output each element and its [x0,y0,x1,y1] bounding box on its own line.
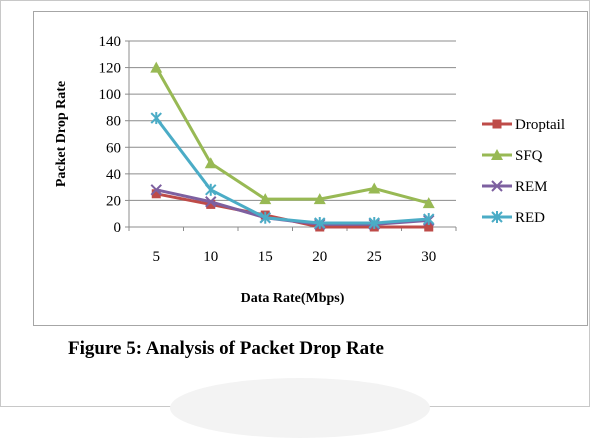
series-lines [150,61,435,232]
legend-marker [491,149,503,160]
x-axis-label: Data Rate(Mbps) [241,291,345,306]
data-point-sfq-20 [313,193,326,205]
y-tick-label-60: 60 [106,140,121,156]
data-point-droptail-30 [424,222,434,232]
line-chart: 0 20 40 60 80 100 120 140 5 10 15 20 25 30 Droptail SF… [54,34,565,306]
data-point-red-15 [259,211,271,224]
y-tick-label-120: 120 [99,61,122,77]
legend-label: Droptail [515,117,565,133]
x-tick-label-5: 5 [153,249,161,265]
data-point-red-25 [368,217,380,230]
legend-marker [491,211,503,223]
watermark-shape [170,378,430,438]
legend-item-red: RED [482,210,545,226]
y-tick-label-140: 140 [99,34,122,50]
series-line-red [155,117,429,225]
data-point-sfq-25 [368,182,381,194]
data-point-droptail-10 [206,199,216,209]
x-tick-label-10: 10 [203,249,218,265]
y-tick-label-40: 40 [106,167,121,183]
data-point-sfq-15 [259,193,272,205]
y-tick-label-20: 20 [106,193,121,209]
y-axis-label: Packet Drop Rate [54,81,69,187]
x-tick-label-15: 15 [258,249,273,265]
y-tick-label-100: 100 [99,87,122,103]
data-point-sfq-5 [150,61,163,73]
data-point-sfq-30 [422,197,435,209]
axes [125,40,457,231]
legend-label: RED [515,210,545,226]
legend-marker [492,119,502,129]
series-line-sfq [154,66,430,205]
data-point-sfq-10 [204,157,217,169]
data-point-red-20 [314,217,326,230]
tick-labels: 0 20 40 60 80 100 120 140 5 10 15 20 25 30 [99,34,437,265]
legend-item-rem: REM [482,179,548,195]
data-point-rem-5 [150,184,162,196]
data-point-red-10 [205,183,217,196]
x-tick-label-25: 25 [367,249,382,265]
gridlines [129,40,456,201]
legend-label: REM [515,179,548,195]
legend: Droptail SFQ REM RED [482,117,565,226]
legend-marker [491,180,503,192]
x-tick-label-20: 20 [312,249,327,265]
chart-area: 0 20 40 60 80 100 120 140 5 10 15 20 25 30 Droptail SF… [33,11,588,326]
legend-label: SFQ [515,148,543,164]
data-point-rem-10 [205,196,217,208]
data-point-red-5 [150,112,162,125]
x-tick-label-30: 30 [421,249,436,265]
data-point-red-30 [423,213,435,226]
figure-caption: Figure 5: Analysis of Packet Drop Rate [68,338,384,359]
y-tick-label-80: 80 [106,114,121,130]
legend-item-sfq: SFQ [482,148,543,164]
y-tick-label-0: 0 [114,220,122,236]
legend-item-droptail: Droptail [482,117,565,133]
data-point-droptail-5 [151,189,161,199]
